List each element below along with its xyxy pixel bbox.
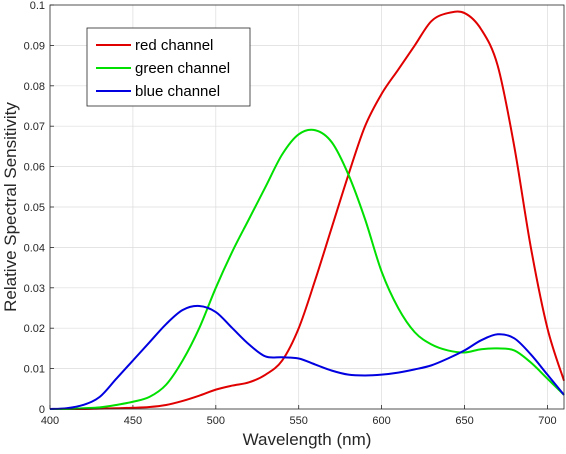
y-tick-label: 0.08: [24, 81, 45, 93]
series-lines: [49, 10, 565, 411]
x-axis-ticks: 400 450 500 550 600 650 700: [41, 405, 557, 427]
y-tick-label: 0.09: [24, 40, 45, 52]
y-axis-ticks: 0 0.01 0.02 0.03 0.04 0.05 0.06 0.07 0.08 0.09 0.1: [24, 0, 54, 416]
y-axis-label: Relative Spectral Sensitivity: [1, 102, 20, 312]
x-tick-label: 650: [455, 415, 473, 427]
y-tick-label: 0.03: [24, 283, 45, 295]
x-tick-label: 450: [124, 415, 142, 427]
y-tick-label: 0.06: [24, 162, 45, 174]
y-tick-label: 0.02: [24, 323, 45, 335]
legend-label-blue: blue channel: [135, 83, 220, 100]
x-tick-label: 700: [538, 415, 556, 427]
y-tick-label: 0.05: [24, 202, 45, 214]
y-tick-label: 0.04: [24, 242, 45, 254]
x-tick-label: 400: [41, 415, 59, 427]
legend-label-red: red channel: [135, 37, 213, 54]
x-tick-label: 600: [372, 415, 390, 427]
y-tick-label: 0.1: [30, 0, 45, 12]
green-channel-line: [49, 128, 565, 411]
x-tick-label: 550: [290, 415, 308, 427]
legend-label-green: green channel: [135, 60, 230, 77]
red-channel-line: [50, 10, 565, 411]
x-axis-label: Wavelength (nm): [243, 430, 372, 449]
y-tick-label: 0: [39, 404, 45, 416]
plot-border: [49, 4, 565, 410]
blue-channel-line: [49, 304, 565, 410]
y-tick-label: 0.07: [24, 121, 45, 133]
x-tick-label: 500: [207, 415, 225, 427]
y-tick-label: 0.01: [24, 364, 45, 376]
grid-lines: [50, 5, 564, 409]
legend: red channel green channel blue channel: [86, 27, 251, 107]
